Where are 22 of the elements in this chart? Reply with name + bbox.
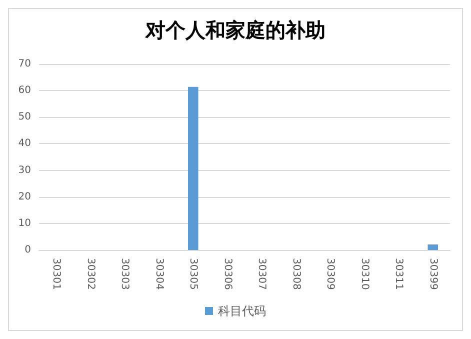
legend-label: 科目代码 <box>218 304 266 318</box>
y-tick-label: 60 <box>18 85 31 96</box>
x-tick-label: 30399 <box>427 258 438 290</box>
y-tick-label: 30 <box>18 164 31 176</box>
y-tick-label: 50 <box>18 112 31 123</box>
x-tick-label: 30301 <box>50 258 62 290</box>
y-tick-label: 40 <box>18 138 31 150</box>
x-tick-label: 30310 <box>358 258 370 290</box>
x-tick-label: 30305 <box>188 258 199 290</box>
x-tick-label: 30311 <box>393 258 404 290</box>
x-tick-label: 30308 <box>290 258 302 290</box>
x-tick-label: 30303 <box>119 258 130 290</box>
x-tick-label: 30306 <box>222 258 233 290</box>
y-tick-label: 20 <box>18 191 31 202</box>
x-tick-label: 30304 <box>153 258 164 290</box>
chart-title: 对个人和家庭的补助 <box>144 18 326 42</box>
y-tick-label: 0 <box>24 244 31 256</box>
x-tick-label: 30302 <box>84 258 96 290</box>
y-tick-label: 10 <box>18 218 31 229</box>
x-tick-label: 30309 <box>324 258 336 290</box>
x-tick-label: 30307 <box>256 258 268 290</box>
y-tick-label: 70 <box>18 58 31 70</box>
